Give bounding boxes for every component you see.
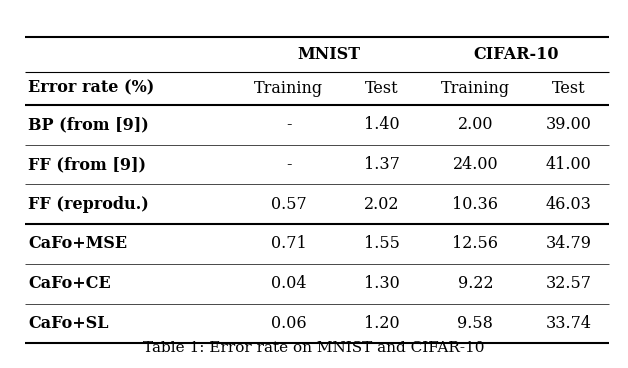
Text: Test: Test	[552, 80, 585, 97]
Text: Training: Training	[441, 80, 510, 97]
Text: FF (reprodu.): FF (reprodu.)	[28, 196, 149, 213]
Text: 33.74: 33.74	[546, 315, 592, 332]
Text: 0.04: 0.04	[271, 275, 306, 292]
Text: 2.00: 2.00	[458, 116, 493, 133]
Text: CaFo+SL: CaFo+SL	[28, 315, 109, 332]
Text: 0.57: 0.57	[271, 196, 306, 213]
Text: 12.56: 12.56	[452, 236, 498, 252]
Text: Test: Test	[365, 80, 399, 97]
Text: FF (from [9]): FF (from [9])	[28, 156, 146, 173]
Text: CaFo+MSE: CaFo+MSE	[28, 236, 127, 252]
Text: 9.22: 9.22	[458, 275, 493, 292]
Text: 2.02: 2.02	[364, 196, 400, 213]
Text: Training: Training	[254, 80, 323, 97]
Text: 0.06: 0.06	[271, 315, 306, 332]
Text: 34.79: 34.79	[546, 236, 592, 252]
Text: -: -	[286, 116, 291, 133]
Text: 1.37: 1.37	[364, 156, 400, 173]
Text: Table 1: Error rate on MNIST and CIFAR-10: Table 1: Error rate on MNIST and CIFAR-1…	[143, 341, 485, 355]
Text: 9.58: 9.58	[457, 315, 493, 332]
Text: 1.55: 1.55	[364, 236, 400, 252]
Text: 39.00: 39.00	[546, 116, 592, 133]
Text: 10.36: 10.36	[452, 196, 498, 213]
Text: BP (from [9]): BP (from [9])	[28, 116, 149, 133]
Text: 32.57: 32.57	[546, 275, 592, 292]
Text: MNIST: MNIST	[298, 46, 361, 63]
Text: CaFo+CE: CaFo+CE	[28, 275, 111, 292]
Text: 1.40: 1.40	[364, 116, 400, 133]
Text: 1.30: 1.30	[364, 275, 400, 292]
Text: -: -	[286, 156, 291, 173]
Text: Error rate (%): Error rate (%)	[28, 80, 154, 97]
Text: 46.03: 46.03	[546, 196, 592, 213]
Text: 24.00: 24.00	[453, 156, 498, 173]
Text: 41.00: 41.00	[546, 156, 592, 173]
Text: 1.20: 1.20	[364, 315, 400, 332]
Text: CIFAR-10: CIFAR-10	[473, 46, 559, 63]
Text: 0.71: 0.71	[271, 236, 306, 252]
